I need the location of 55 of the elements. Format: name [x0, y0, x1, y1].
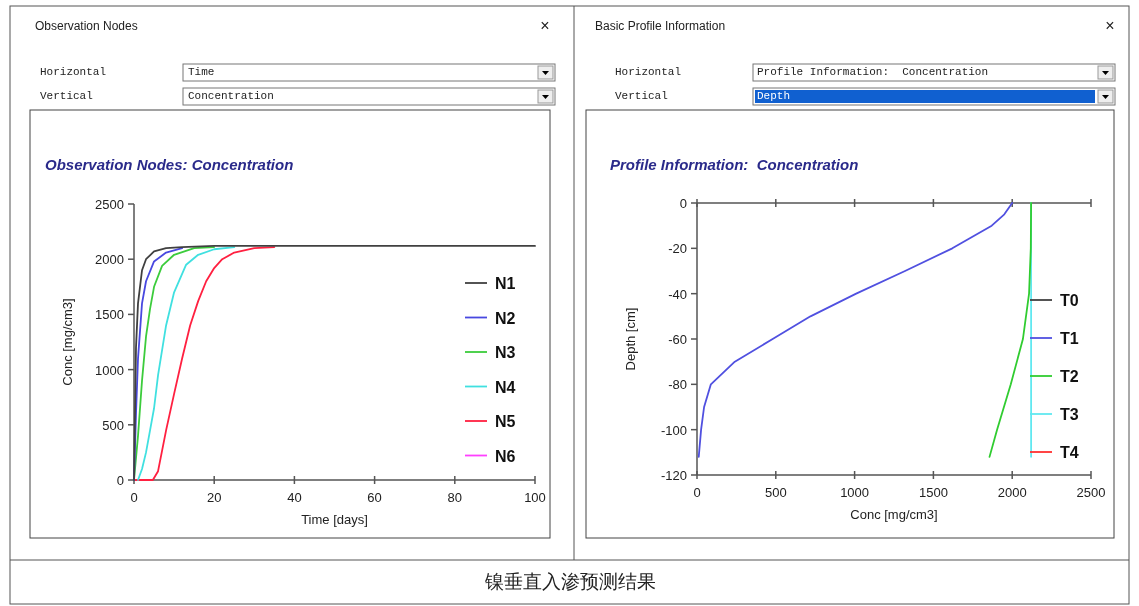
- text: 镍垂直入渗预测结果: [483, 571, 656, 592]
- y-axis-title: Conc [mg/cm3]: [60, 298, 75, 386]
- x-tick-label: 2500: [1076, 485, 1106, 500]
- y-axis-title: Depth [cm]: [623, 307, 638, 371]
- text: Vertical: [615, 90, 668, 102]
- y-tick-label: -100: [660, 422, 687, 438]
- legend-label: T3: [1060, 406, 1079, 423]
- y-tick-label: 0: [679, 196, 687, 211]
- text: ×: [1105, 17, 1115, 34]
- legend-label: N5: [495, 413, 516, 430]
- x-axis-title: Conc [mg/cm3]: [850, 507, 938, 522]
- text: ×: [540, 17, 550, 34]
- x-tick-label: 500: [764, 485, 787, 500]
- chart-title: Observation Nodes: Concentration: [45, 156, 294, 173]
- x-tick-label: 0: [693, 485, 701, 500]
- y-tick-label: 2000: [95, 252, 124, 268]
- text: Horizontal: [40, 66, 107, 78]
- y-tick-label: 1000: [95, 362, 124, 378]
- x-tick-label: 1000: [840, 485, 870, 500]
- y-tick-label: -60: [668, 332, 687, 347]
- x-tick-label: 100: [524, 490, 546, 505]
- legend-label: N2: [495, 309, 516, 327]
- x-tick-label: 2000: [997, 485, 1027, 500]
- text: Depth: [757, 90, 791, 102]
- text: Time: [188, 66, 215, 78]
- x-tick-label: 60: [367, 490, 382, 505]
- x-tick-label: 80: [447, 490, 463, 505]
- text: Profile Information: Concentration: [757, 66, 989, 78]
- legend-label: N3: [495, 344, 516, 361]
- x-tick-label: 0: [130, 490, 138, 505]
- legend-label: N1: [495, 275, 516, 292]
- text: Vertical: [40, 90, 93, 102]
- text: Observation Nodes: [35, 19, 138, 33]
- x-axis-title: Time [days]: [301, 512, 368, 527]
- text: Horizontal: [615, 66, 682, 78]
- legend-label: T4: [1060, 444, 1079, 461]
- legend-label: N6: [495, 447, 516, 465]
- y-tick-label: 2500: [95, 197, 124, 212]
- y-tick-label: 500: [102, 417, 124, 433]
- y-tick-label: -120: [660, 468, 687, 483]
- y-tick-label: 1500: [95, 307, 124, 323]
- legend-label: T1: [1060, 330, 1079, 347]
- y-tick-label: -20: [668, 241, 687, 257]
- x-tick-label: 20: [206, 490, 222, 505]
- legend-label: T0: [1060, 292, 1079, 309]
- x-tick-label: 40: [287, 490, 302, 505]
- y-tick-label: -80: [668, 377, 687, 393]
- y-tick-label: 0: [116, 473, 124, 488]
- text: Basic Profile Information: [595, 19, 726, 33]
- legend-label: N4: [495, 378, 516, 396]
- text: Concentration: [188, 90, 274, 102]
- y-tick-label: -40: [668, 286, 687, 302]
- x-tick-label: 1500: [918, 485, 948, 500]
- chart-title: Profile Information: Concentration: [610, 156, 859, 173]
- legend-label: T2: [1060, 368, 1079, 385]
